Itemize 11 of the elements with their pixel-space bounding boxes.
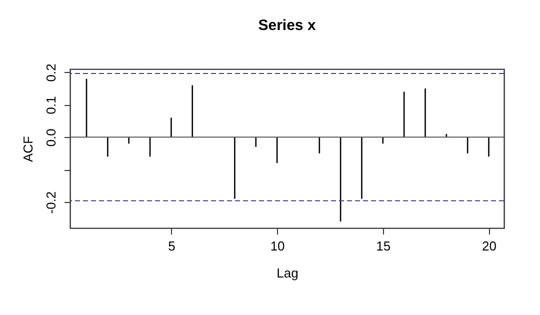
- y-tick-label: -0.2: [44, 191, 58, 214]
- y-axis-title: ACF: [20, 136, 36, 162]
- x-tick-label: 10: [270, 238, 285, 254]
- x-tick-label: 20: [482, 238, 496, 254]
- y-tick-label: 0.1: [44, 96, 58, 114]
- y-tick-label: 0.2: [44, 64, 58, 82]
- x-tick-label: 5: [168, 238, 176, 254]
- x-axis-title: Lag: [276, 266, 298, 280]
- chart-title: Series x: [258, 17, 316, 34]
- x-tick-label: 15: [376, 238, 391, 254]
- y-tick-label: 0.0: [44, 128, 58, 147]
